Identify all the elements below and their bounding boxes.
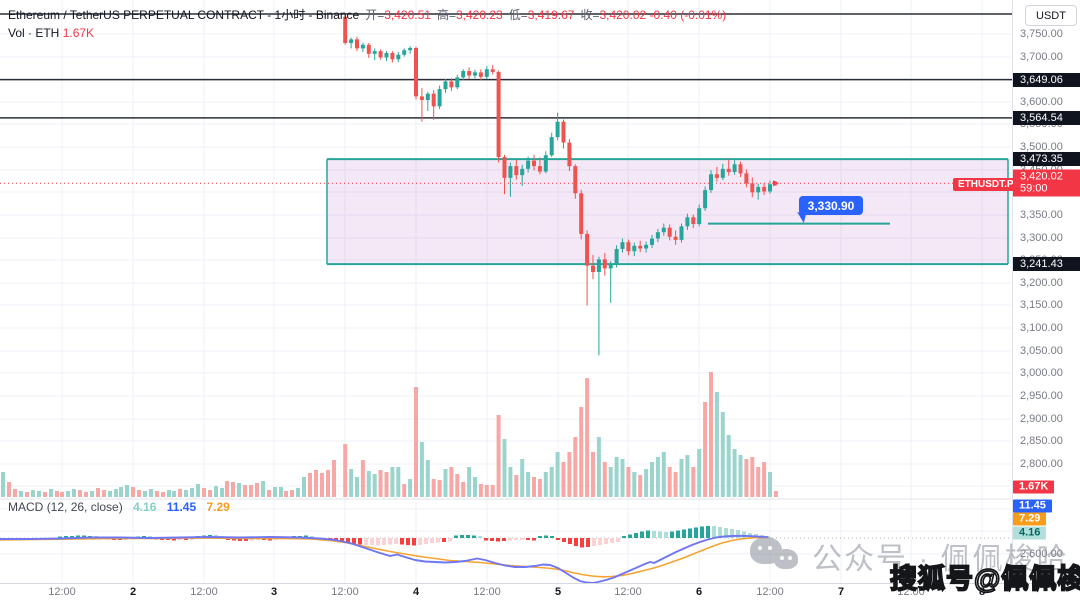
indicator-value-label: 4.16	[1013, 526, 1047, 540]
time-label-hour: 12:00	[614, 586, 642, 598]
macd-legend: MACD (12, 26, close) 4.16 11.45 7.29	[8, 500, 230, 514]
bar-countdown: 59:00	[1020, 182, 1048, 195]
price-tick-label: 2,900.00	[1020, 413, 1063, 425]
level-lines	[0, 13, 1012, 119]
time-label-day: 7	[837, 586, 845, 598]
level-price-label: 3,241.43	[1013, 257, 1080, 271]
low-label: 低=	[508, 8, 528, 22]
price-tick-label: 3,150.00	[1020, 299, 1063, 311]
price-tick-label: 3,600.00	[1020, 96, 1063, 108]
price-tick-label: 2,800.00	[1020, 458, 1063, 470]
close-label: 收=	[580, 8, 600, 22]
price-tick-label: 3,050.00	[1020, 345, 1063, 357]
price-tick-label: 3,350.00	[1020, 209, 1063, 221]
price-tick-label: 2,600.00	[1020, 548, 1063, 560]
low-value: 3,419.67	[527, 8, 575, 22]
wechat-watermark-text: 公众号 · 佩佩梭哈	[812, 543, 1069, 576]
time-label-hour: 12:00	[48, 586, 76, 598]
price-callout-text: 3,330.90	[807, 198, 855, 213]
grid-lines	[0, 0, 1012, 583]
indicator-value-label: 11.45	[1013, 499, 1052, 513]
open-value: 3,420.51	[384, 8, 431, 22]
change-value: -0.40 (-0.01%)	[649, 8, 727, 22]
price-tick-label: 3,300.00	[1020, 232, 1063, 244]
chat-bubble-icon	[774, 549, 798, 569]
macd-name[interactable]: MACD	[8, 500, 44, 514]
high-value: 3,420.23	[455, 8, 503, 22]
symbol-price-tag: ETHUSDT.P	[953, 178, 1019, 191]
price-tick-label: 3,700.00	[1020, 51, 1063, 63]
time-label-day: 6	[695, 586, 703, 598]
macd-line-value: 11.45	[166, 500, 197, 514]
currency-toggle-button[interactable]: USDT	[1025, 5, 1077, 26]
time-label-hour: 12:00	[897, 586, 925, 598]
macd-hist-value: 4.16	[133, 500, 157, 514]
indicator-value-label: 1.67K	[1013, 480, 1055, 494]
time-label-hour: 12:00	[331, 586, 359, 598]
price-tick-label: 2,850.00	[1020, 435, 1063, 447]
volume-value: 1.67K	[62, 26, 95, 40]
level-price-label: 3,564.54	[1013, 111, 1080, 125]
volume-bars	[1, 372, 778, 497]
sohu-watermark: 搜狐号@佩佩梭哈	[889, 563, 1080, 595]
price-tick-label: 3,000.00	[1020, 367, 1063, 379]
symbol-legend: Ethereum / TetherUS PERPETUAL CONTRACT -…	[8, 6, 726, 40]
time-label-day: 5	[554, 586, 562, 598]
time-label-day: 4	[412, 586, 420, 598]
open-label: 开=	[365, 8, 385, 22]
last-price-value: 3,420.02	[1020, 170, 1063, 183]
last-price-label: 3,420.02 59:00	[1013, 169, 1080, 197]
time-label-hour: 12:00	[190, 586, 218, 598]
time-label-hour: 12:00	[473, 586, 501, 598]
price-tick-label: 3,750.00	[1020, 28, 1063, 40]
macd-params: (12, 26, close)	[46, 500, 123, 514]
price-tick-label: 3,200.00	[1020, 277, 1063, 289]
range-box	[326, 158, 1009, 266]
close-value: 3,420.02	[599, 8, 647, 22]
macd-signal-line	[0, 536, 768, 578]
level-price-label: 3,473.35	[1013, 152, 1080, 166]
price-tick-label: 3,500.00	[1020, 141, 1063, 153]
macd-pane	[0, 526, 1012, 584]
price-axis[interactable]: 3,750.003,700.003,600.003,550.003,500.00…	[1012, 0, 1080, 583]
symbol-title[interactable]: Ethereum / TetherUS PERPETUAL CONTRACT -…	[8, 8, 360, 22]
level-price-label: 3,649.06	[1013, 73, 1080, 87]
macd-main-line	[0, 534, 769, 584]
price-tick-label: 2,950.00	[1020, 390, 1063, 402]
time-label-day: 3	[270, 586, 278, 598]
wechat-watermark: 公众号 · 佩佩梭哈	[750, 534, 1069, 578]
indicator-value-label: 7.29	[1013, 512, 1047, 526]
price-callout[interactable]: 3,330.90	[795, 196, 863, 223]
chart-canvas[interactable]	[0, 0, 1012, 600]
volume-legend[interactable]: Vol · ETH	[8, 26, 60, 40]
price-tick-label: 3,100.00	[1020, 322, 1063, 334]
wechat-icon	[750, 535, 802, 577]
high-label: 高=	[436, 8, 456, 22]
macd-signal-value: 7.29	[206, 500, 230, 514]
time-label-day: 8	[978, 586, 986, 598]
time-axis[interactable]: 12:00 2 12:00 3 12:00 4 12:00 5 12:00 6 12:00 7 12:0…	[0, 583, 1080, 601]
candles	[343, 13, 778, 356]
time-label-hour: 12:00	[756, 586, 784, 598]
time-label-day: 2	[129, 586, 137, 598]
